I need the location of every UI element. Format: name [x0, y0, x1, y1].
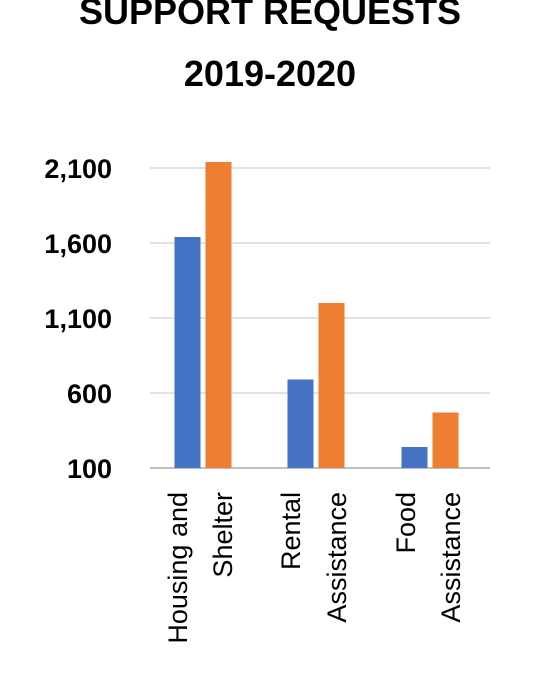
y-tick-label: 100: [67, 454, 112, 484]
bar-series-2-cat-3: [432, 412, 459, 468]
bar-series-1-cat-1: [174, 237, 201, 468]
y-tick-label: 2,100: [44, 154, 112, 184]
chart-title-line-2: 2019-2020: [183, 53, 357, 94]
y-tick-label: 1,100: [44, 304, 112, 334]
x-category-label: Housing and: [163, 492, 193, 644]
x-category-label: Rental: [276, 492, 306, 570]
bar-series-2-cat-2: [318, 303, 345, 468]
y-tick-label: 600: [67, 379, 112, 409]
bar-series-2-cat-1: [205, 162, 232, 468]
chart-title-line-1: SUPPORT REQUESTS: [78, 0, 462, 32]
bar-series-1-cat-2: [287, 379, 314, 468]
x-category-label: Food: [391, 492, 421, 554]
x-category-label: Assistance: [322, 492, 352, 623]
y-tick-label: 1,600: [44, 229, 112, 259]
x-category-label: Shelter: [208, 492, 238, 578]
bar-series-1-cat-3: [401, 447, 428, 468]
x-category-label: Assistance: [436, 492, 466, 623]
